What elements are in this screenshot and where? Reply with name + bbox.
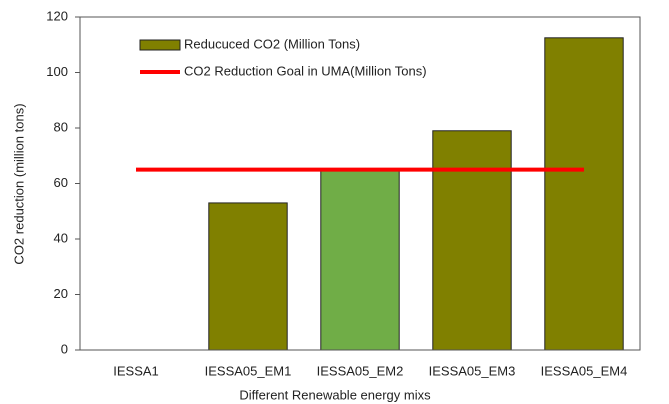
y-tick-label: 60 (54, 175, 68, 190)
y-tick-label: 120 (46, 8, 68, 23)
x-tick-label: IESSA05_EM1 (205, 363, 292, 378)
y-tick-label: 20 (54, 286, 68, 301)
x-tick-label: IESSA05_EM3 (429, 363, 516, 378)
bar (208, 202, 288, 351)
y-tick-label: 0 (61, 341, 68, 356)
plot-frame (79, 16, 641, 351)
legend-label: Reducuced CO2 (Million Tons) (184, 36, 360, 51)
x-tick-label: IESSA05_EM2 (317, 363, 404, 378)
y-tick-label: 40 (54, 230, 68, 245)
x-tick-label: IESSA1 (113, 363, 159, 378)
y-tick-label: 80 (54, 119, 68, 134)
legend-swatch (139, 39, 181, 51)
bar (320, 169, 400, 351)
x-axis-label: Different Renewable energy mixs (239, 387, 431, 402)
x-tick-label: IESSA05_EM4 (541, 363, 628, 378)
legend-label: CO2 Reduction Goal in UMA(Million Tons) (184, 63, 427, 78)
y-tick-label: 100 (46, 64, 68, 79)
bar (432, 130, 512, 351)
bar (544, 37, 624, 351)
y-axis-label: CO2 reduction (million tons) (11, 103, 26, 264)
